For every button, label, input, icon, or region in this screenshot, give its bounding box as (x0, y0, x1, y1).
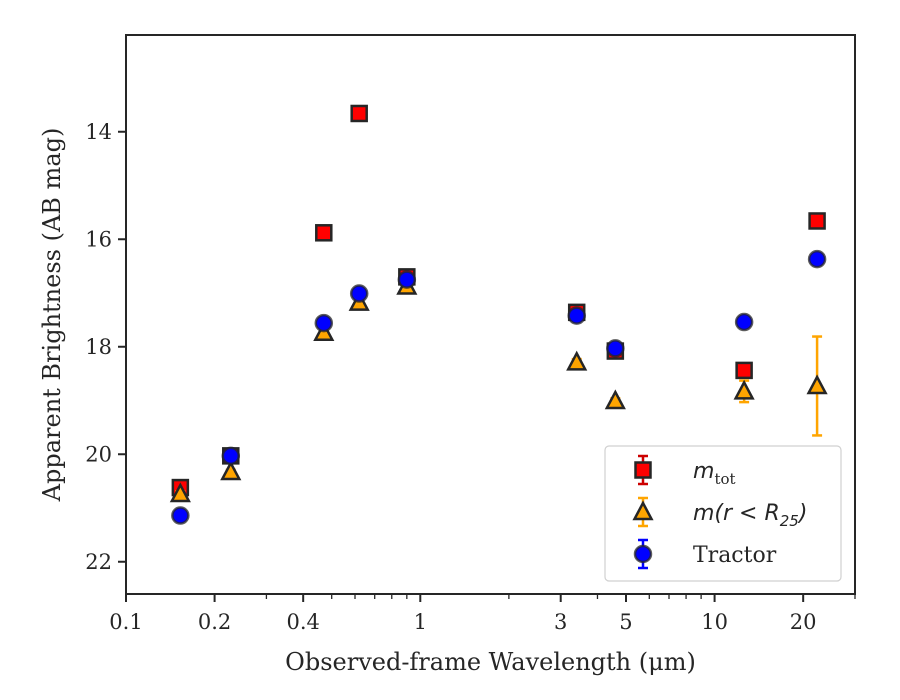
square-point (350, 104, 368, 123)
legend-label: Tractor (693, 543, 777, 568)
x-tick-label: 5 (619, 610, 632, 634)
series-2 (171, 249, 827, 525)
legend-square-marker (634, 461, 652, 479)
x-axis-title: Observed-frame Wavelength (μm) (285, 648, 696, 676)
square-point (735, 361, 753, 380)
y-tick-label: 20 (85, 442, 112, 466)
x-tick-label: 0.2 (198, 610, 231, 634)
triangle-point (220, 460, 242, 481)
x-tick-label: 0.4 (286, 610, 319, 634)
x-tick-label: 3 (554, 610, 567, 634)
legend-label: m(r < R25) (693, 501, 807, 530)
x-tick-label: 1 (414, 610, 427, 634)
plot-frame (125, 34, 856, 595)
x-tick-label: 10 (701, 610, 728, 634)
legend-entry: m(r < R25) (632, 496, 807, 530)
legend-entry: Tractor (633, 538, 777, 570)
square-point (315, 224, 333, 242)
circle-point (171, 506, 190, 525)
legend-box (604, 445, 842, 582)
circle-point (397, 270, 417, 289)
y-tick-label: 16 (85, 227, 112, 251)
x-tick-label: 0.1 (109, 610, 142, 634)
legend: mtot m(r < R25) Tractor (604, 445, 842, 582)
y-axis-title: Apparent Brightness (AB mag) (38, 128, 66, 503)
legend-triangle-marker (632, 500, 654, 521)
series-0 (171, 104, 826, 497)
triangle-point (566, 350, 588, 371)
circle-point (349, 284, 369, 303)
y-tick-group: 14 16 18 20 22 (85, 120, 126, 574)
circle-point (567, 306, 586, 325)
circle-point (734, 312, 754, 332)
circle-point (606, 339, 625, 358)
x-tick-group: 0.1 0.2 0.4 1 3 5 10 20 (109, 594, 817, 634)
y-tick-label: 14 (85, 120, 112, 144)
circle-point (807, 249, 827, 269)
y-tick-label: 18 (85, 335, 112, 359)
triangle-point (806, 374, 828, 395)
triangle-point (604, 389, 626, 410)
triangle-point (733, 379, 755, 400)
legend-label: mtot (693, 459, 736, 488)
square-point (808, 212, 826, 230)
y-tick-label: 22 (85, 550, 112, 574)
legend-circle-marker (633, 544, 653, 564)
circle-point (221, 446, 241, 466)
circle-point (314, 313, 334, 333)
legend-entry: mtot (634, 454, 736, 488)
data-points (169, 104, 828, 525)
x-tick-label: 20 (790, 610, 817, 634)
triangle-point (169, 482, 191, 503)
